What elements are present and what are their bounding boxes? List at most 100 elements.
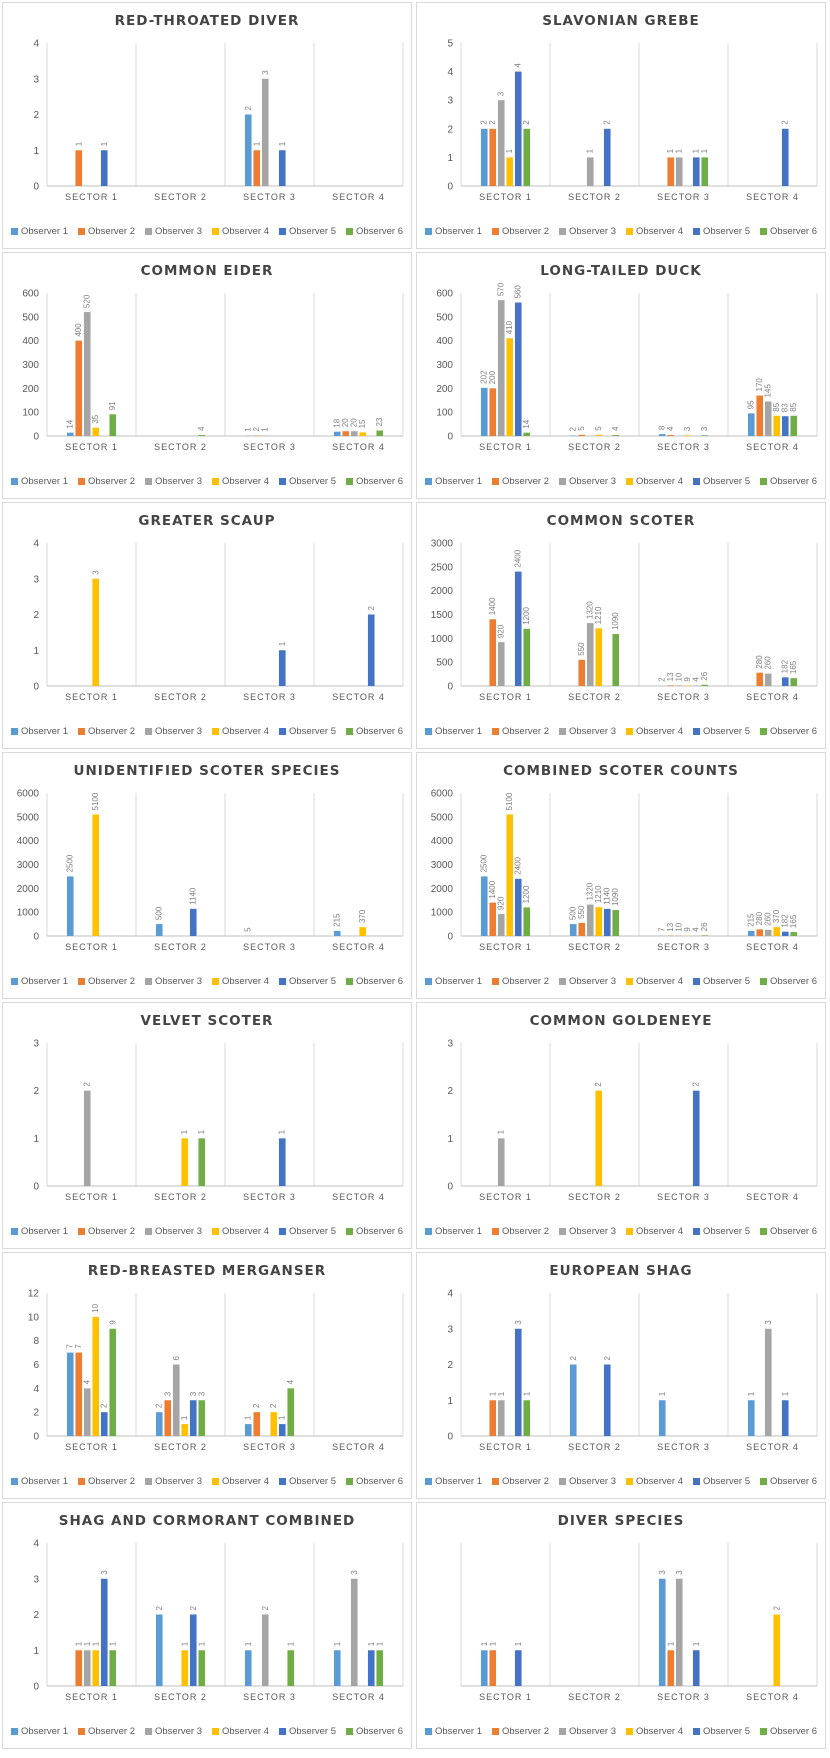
- legend-swatch: [78, 1228, 85, 1235]
- legend-label: Observer 4: [222, 476, 269, 487]
- data-label: 1400: [488, 597, 497, 615]
- legend-swatch: [279, 1228, 286, 1235]
- bar-observer-3-sector-1: [83, 1090, 91, 1186]
- bar-observer-6-sector-2: [612, 910, 620, 936]
- data-label: 1: [666, 1641, 675, 1646]
- bar-observer-4-sector-4: [773, 1614, 781, 1686]
- legend-swatch: [492, 728, 499, 735]
- legend-swatch: [492, 1478, 499, 1485]
- legend-swatch: [693, 228, 700, 235]
- legend-swatch: [559, 1228, 566, 1235]
- y-tick-label: 4: [33, 539, 39, 550]
- legend-item-observer-1: Observer 1: [425, 1726, 482, 1737]
- chart-svg: 0 1000 2000 3000 4000 5000 6000 SECTOR 1 SECTOR …: [17, 789, 404, 952]
- y-tick-label: 5000: [431, 812, 454, 823]
- data-label: 2: [480, 120, 489, 125]
- x-tick-label: SECTOR 2: [568, 442, 621, 452]
- legend-item-observer-6: Observer 6: [760, 726, 817, 737]
- data-label: 1: [700, 148, 709, 153]
- bar-observer-6-sector-2: [612, 435, 620, 436]
- data-label: 1: [514, 1641, 523, 1646]
- legend-label: Observer 5: [703, 476, 750, 487]
- legend-label: Observer 2: [502, 726, 549, 737]
- bar-observer-2-sector-4: [342, 431, 350, 436]
- bar-observer-6-sector-1: [523, 907, 531, 936]
- y-tick-label: 0: [33, 1432, 39, 1443]
- data-label: 2: [603, 1356, 612, 1361]
- legend-label: Observer 6: [770, 726, 817, 737]
- bar-observer-3-sector-4: [764, 401, 772, 436]
- y-tick-label: 0: [447, 182, 453, 193]
- data-label: 2: [100, 1403, 109, 1408]
- data-label: 280: [755, 911, 764, 925]
- legend-item-observer-4: Observer 4: [212, 1476, 269, 1487]
- legend-swatch: [279, 478, 286, 485]
- legend-item-observer-2: Observer 2: [492, 976, 549, 987]
- data-label: 2: [367, 606, 376, 611]
- bar-observer-4-sector-2: [181, 1650, 189, 1686]
- data-label: 920: [497, 896, 506, 910]
- legend-swatch: [693, 478, 700, 485]
- data-label: 91: [108, 401, 117, 410]
- legend-item-observer-4: Observer 4: [212, 476, 269, 487]
- chart-legend: Observer 1 Observer 2 Observer 3 Observer 4…: [417, 1476, 825, 1487]
- legend-label: Observer 1: [435, 1476, 482, 1487]
- chart-panel-slavonian-grebe: SLAVONIAN GREBE 0 1 2 3 4 5 SECTOR 1 SECTOR 2 SEC…: [416, 2, 826, 249]
- legend-swatch: [425, 1478, 432, 1485]
- chart-panel-velvet-scoter: VELVET SCOTER 0 1 2 3 SECTOR 1 SECTOR 2 SECTOR …: [2, 1002, 412, 1249]
- bar-observer-2-sector-2: [164, 1400, 172, 1436]
- legend-label: Observer 4: [222, 1476, 269, 1487]
- data-label: 1: [522, 1391, 531, 1396]
- data-label: 1: [278, 141, 287, 146]
- data-label: 4: [692, 927, 701, 932]
- chart-panel-common-goldeneye: COMMON GOLDENEYE 0 1 2 3 SECTOR 1 SECTOR 2 SECT…: [416, 1002, 826, 1249]
- data-label: 280: [755, 655, 764, 669]
- legend-label: Observer 3: [569, 1226, 616, 1237]
- data-label: 26: [700, 671, 709, 680]
- y-tick-label: 6000: [431, 789, 454, 800]
- legend-swatch: [11, 228, 18, 235]
- bar-observer-1-sector-3: [244, 114, 252, 186]
- legend-swatch: [11, 978, 18, 985]
- legend-item-observer-4: Observer 4: [212, 1726, 269, 1737]
- legend-swatch: [145, 1478, 152, 1485]
- data-label: 400: [74, 323, 83, 337]
- bar-observer-4-sector-2: [595, 907, 603, 936]
- data-label: 8: [658, 425, 667, 430]
- legend-label: Observer 6: [356, 1476, 403, 1487]
- chart-title: COMBINED SCOTER COUNTS: [503, 763, 739, 779]
- chart-svg: 0 1 2 3 4 SECTOR 1 SECTOR 2 SECTOR 3 SECTOR 4 2 1 1…: [33, 39, 404, 202]
- bar-observer-5-sector-4: [781, 128, 789, 186]
- legend-label: Observer 5: [703, 726, 750, 737]
- legend-swatch: [145, 728, 152, 735]
- bar-observer-5-sector-2: [603, 908, 611, 936]
- x-tick-label: SECTOR 4: [332, 1442, 385, 1452]
- x-tick-label: SECTOR 3: [243, 1442, 296, 1452]
- data-label: 1: [252, 141, 261, 146]
- legend-label: Observer 3: [155, 226, 202, 237]
- data-label: 182: [781, 659, 790, 673]
- bar-observer-5-sector-4: [781, 677, 789, 686]
- legend-label: Observer 5: [703, 1726, 750, 1737]
- data-label: 165: [789, 914, 798, 928]
- legend-swatch: [145, 478, 152, 485]
- chart-title: COMMON EIDER: [140, 263, 274, 279]
- legend-item-observer-6: Observer 6: [346, 726, 403, 737]
- x-tick-label: SECTOR 4: [332, 442, 385, 452]
- y-tick-label: 4: [33, 1539, 39, 1550]
- data-label: 1: [747, 1391, 756, 1396]
- legend-item-observer-3: Observer 3: [559, 1226, 616, 1237]
- bar-observer-6-sector-3: [287, 1388, 295, 1436]
- y-tick-label: 2: [33, 1408, 39, 1419]
- x-tick-label: SECTOR 1: [479, 1692, 532, 1702]
- legend-item-observer-2: Observer 2: [78, 1226, 135, 1237]
- legend-label: Observer 3: [155, 1226, 202, 1237]
- y-tick-label: 1: [33, 1134, 39, 1145]
- bar-observer-5-sector-3: [278, 150, 286, 186]
- y-tick-label: 100: [22, 408, 39, 419]
- bar-observer-3-sector-1: [83, 312, 91, 436]
- legend-item-observer-6: Observer 6: [346, 1476, 403, 1487]
- data-label: 182: [781, 914, 790, 928]
- chart-svg: 0 1 2 3 SECTOR 1 SECTOR 2 SECTOR 3 SECTOR 4 1 2 2: [447, 1039, 818, 1202]
- data-label: 2500: [480, 854, 489, 872]
